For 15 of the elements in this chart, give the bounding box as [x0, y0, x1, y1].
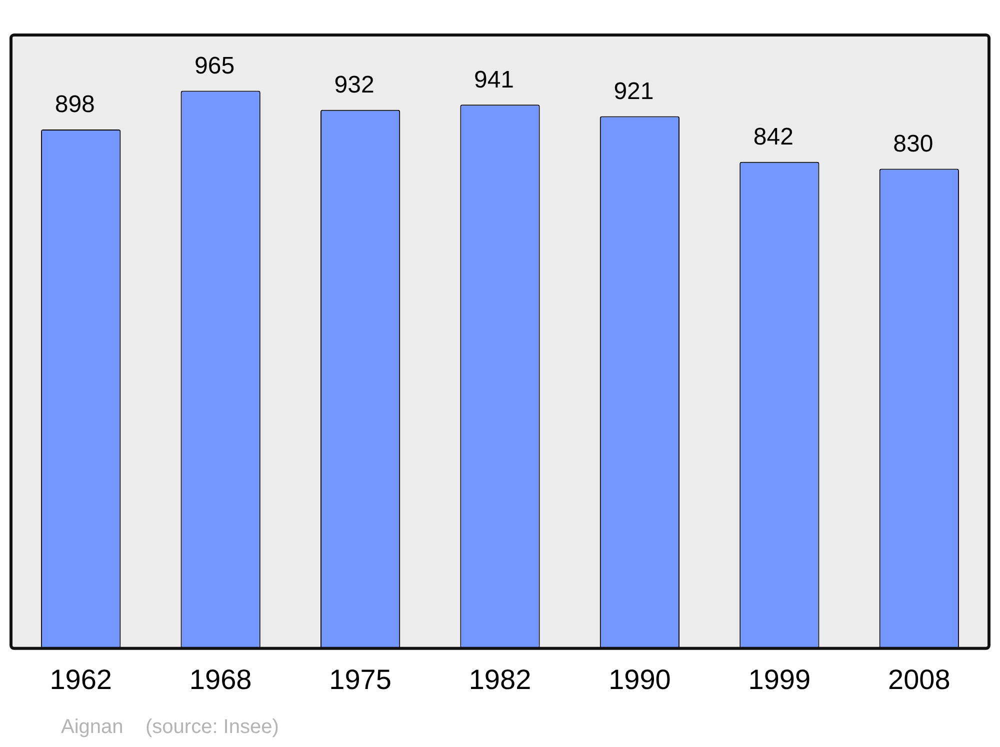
x-tick-label: 1999 — [748, 664, 811, 695]
text: Aignan (source: Insee) — [61, 716, 279, 739]
x-tick-label: 1990 — [608, 664, 671, 695]
x-tick-label: 1975 — [329, 664, 392, 695]
data-label: 898 — [54, 91, 95, 118]
data-label: 830 — [893, 130, 934, 158]
x-tick-label: 1962 — [50, 664, 112, 695]
data-label: 921 — [614, 78, 654, 105]
data-label: 932 — [334, 71, 374, 98]
data-label: 941 — [474, 66, 514, 94]
x-tick-label: 1982 — [468, 664, 532, 695]
x-tick-label: 1968 — [189, 664, 252, 695]
data-label: 965 — [194, 52, 235, 80]
data-label: 842 — [753, 123, 794, 150]
x-tick-label: 2008 — [888, 664, 950, 695]
